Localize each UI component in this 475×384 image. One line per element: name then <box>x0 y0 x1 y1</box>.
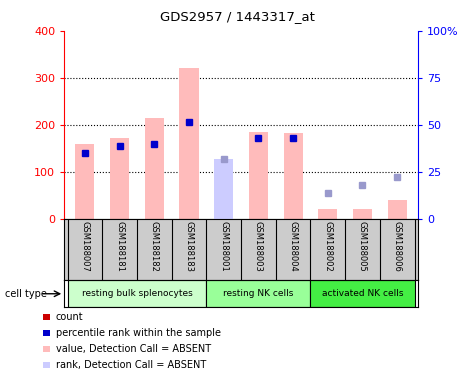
Text: GSM188182: GSM188182 <box>150 221 159 271</box>
Bar <box>311 280 415 307</box>
Text: activated NK cells: activated NK cells <box>322 289 403 298</box>
Text: count: count <box>56 312 83 322</box>
Bar <box>318 210 337 219</box>
Bar <box>145 118 164 219</box>
Text: GSM188183: GSM188183 <box>184 221 193 272</box>
Text: GSM188003: GSM188003 <box>254 221 263 271</box>
Bar <box>110 137 129 219</box>
Text: rank, Detection Call = ABSENT: rank, Detection Call = ABSENT <box>56 360 206 370</box>
Text: GSM188005: GSM188005 <box>358 221 367 271</box>
Text: value, Detection Call = ABSENT: value, Detection Call = ABSENT <box>56 344 211 354</box>
Bar <box>214 159 233 219</box>
Bar <box>249 132 268 219</box>
Text: percentile rank within the sample: percentile rank within the sample <box>56 328 220 338</box>
Bar <box>284 133 303 219</box>
Bar <box>67 280 206 307</box>
Text: GSM188001: GSM188001 <box>219 221 228 271</box>
Text: resting NK cells: resting NK cells <box>223 289 294 298</box>
Text: GSM188006: GSM188006 <box>393 221 402 271</box>
Text: GSM188181: GSM188181 <box>115 221 124 271</box>
Bar <box>180 68 199 219</box>
Bar <box>76 144 95 219</box>
Bar <box>388 200 407 219</box>
Text: cell type: cell type <box>5 289 47 299</box>
Text: GDS2957 / 1443317_at: GDS2957 / 1443317_at <box>160 10 315 23</box>
Bar <box>206 280 311 307</box>
Bar <box>353 210 372 219</box>
Text: GSM188004: GSM188004 <box>289 221 298 271</box>
Text: GSM188007: GSM188007 <box>80 221 89 271</box>
Text: GSM188002: GSM188002 <box>323 221 332 271</box>
Text: resting bulk splenocytes: resting bulk splenocytes <box>82 289 192 298</box>
